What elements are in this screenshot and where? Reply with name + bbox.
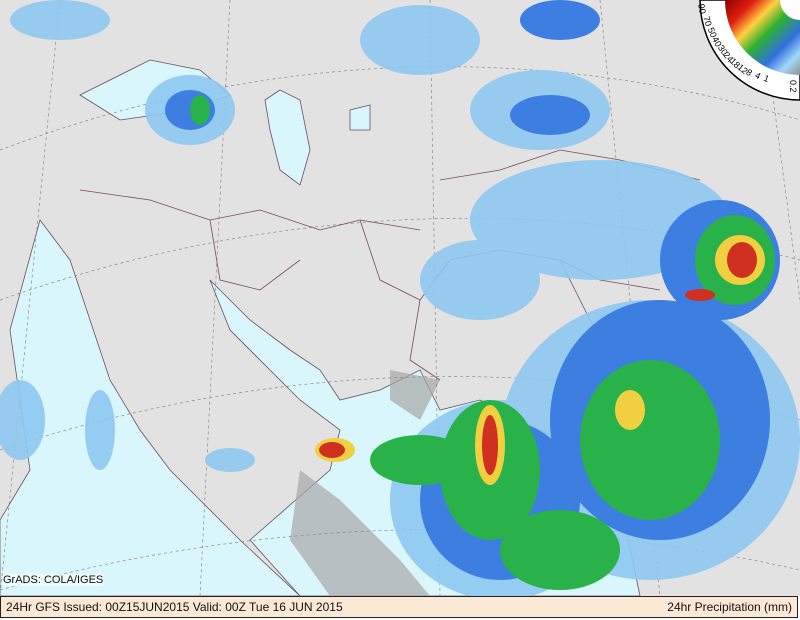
footer-bar: 24Hr GFS Issued: 00Z15JUN2015 Valid: 00Z… [0, 596, 798, 618]
forecast-info: 24Hr GFS Issued: 00Z15JUN2015 Valid: 00Z… [6, 600, 343, 614]
map-variable-title: 24hr Precipitation (mm) [667, 600, 792, 614]
precip-very-heavy [319, 242, 757, 475]
legend-label: 0.2 [788, 80, 798, 93]
dark-ocean-shading [290, 370, 440, 596]
legend-wheel [699, 0, 800, 101]
grads-credit: GrADS: COLA/IGES [3, 574, 104, 586]
legend-label: 90 [696, 3, 708, 15]
precipitation-map [0, 0, 800, 596]
